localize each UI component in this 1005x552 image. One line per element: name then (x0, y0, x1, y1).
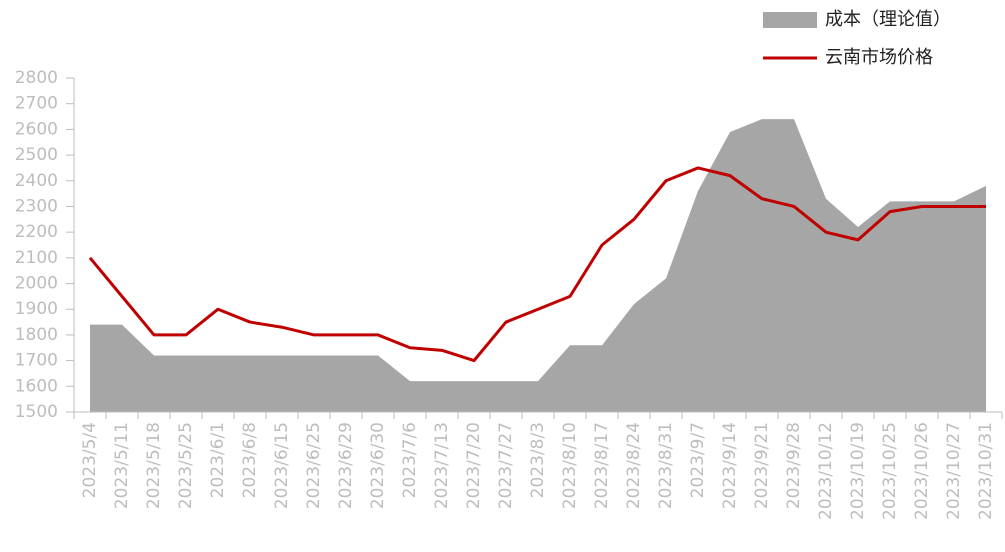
x-tick-label: 2023/6/30 (368, 422, 388, 509)
x-tick-label: 2023/9/28 (784, 422, 804, 509)
x-tick-label: 2023/5/4 (80, 422, 100, 498)
y-tick-label: 1800 (15, 325, 58, 345)
x-tick-label: 2023/7/27 (496, 422, 516, 509)
x-tick-label: 2023/6/8 (240, 422, 260, 498)
x-tick-label: 2023/9/14 (720, 422, 740, 509)
x-tick-label: 2023/9/7 (688, 422, 708, 498)
x-tick-label: 2023/6/29 (336, 422, 356, 509)
y-tick-label: 2500 (15, 145, 58, 165)
legend-label: 成本（理论值） (825, 9, 951, 30)
x-tick-label: 2023/6/25 (304, 422, 324, 509)
y-tick-label: 2100 (15, 248, 58, 268)
x-tick-label: 2023/8/3 (528, 422, 548, 498)
line (88, 166, 986, 363)
y-tick-label: 1900 (15, 299, 58, 319)
y-tick-label: 2000 (15, 274, 58, 294)
x-tick-label: 2023/10/25 (880, 422, 900, 520)
y-tick-label: 2800 (15, 68, 58, 88)
x-tick-label: 2023/5/11 (112, 422, 132, 509)
x-tick-label: 2023/5/18 (144, 422, 164, 509)
legend-swatch (763, 12, 817, 28)
x-tick-label: 2023/6/1 (208, 422, 228, 498)
x-tick-label: 2023/7/20 (464, 422, 484, 509)
y-tick-label: 2200 (15, 222, 58, 242)
legend-label: 云南市场价格 (825, 47, 933, 68)
x-tick-label: 2023/7/6 (400, 422, 420, 498)
y-tick-label: 1700 (15, 351, 58, 371)
x-tick-label: 2023/6/15 (272, 422, 292, 509)
y-tick-label: 1600 (15, 376, 58, 396)
x-tick-label: 2023/8/17 (592, 422, 612, 509)
area (90, 119, 986, 412)
y-tick-label: 1500 (15, 402, 58, 422)
x-tick-label: 2023/10/31 (976, 422, 996, 520)
x-tick-label: 2023/10/19 (848, 422, 868, 520)
y-tick-label: 2600 (15, 119, 58, 139)
x-tick-label: 2023/10/27 (944, 422, 964, 520)
x-tick-label: 2023/5/25 (176, 422, 196, 509)
x-tick-label: 2023/10/12 (816, 422, 836, 520)
y-tick-label: 2300 (15, 196, 58, 216)
x-tick-label: 2023/8/10 (560, 422, 580, 509)
x-tick-label: 2023/8/24 (624, 422, 644, 509)
x-tick-label: 2023/10/26 (912, 422, 932, 520)
y-tick-label: 2700 (15, 94, 58, 114)
x-tick-label: 2023/8/31 (656, 422, 676, 509)
y-tick-label: 2400 (15, 171, 58, 191)
x-tick-label: 2023/7/13 (432, 422, 452, 509)
x-tick-label: 2023/9/21 (752, 422, 772, 509)
